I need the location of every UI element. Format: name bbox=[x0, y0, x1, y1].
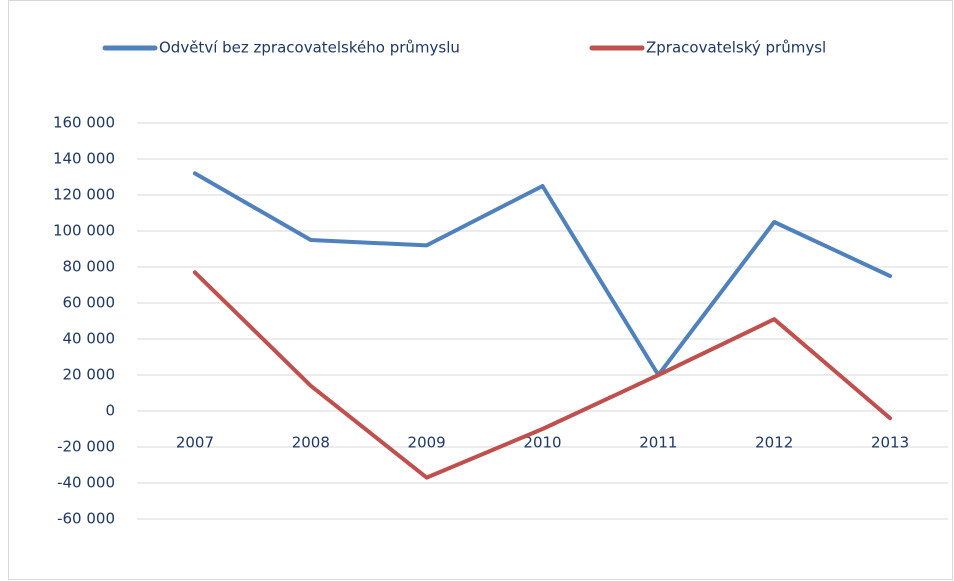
x-tick-label: 2007 bbox=[176, 434, 214, 452]
y-tick-label: 0 bbox=[105, 402, 115, 420]
series-line bbox=[192, 171, 893, 377]
legend-label: Zpracovatelský průmysl bbox=[646, 39, 826, 57]
x-tick-label: 2012 bbox=[755, 434, 793, 452]
y-tick-label: 40 000 bbox=[63, 330, 116, 348]
x-tick-label: 2011 bbox=[639, 434, 677, 452]
y-tick-label: 120 000 bbox=[53, 186, 115, 204]
x-tick-label: 2010 bbox=[523, 434, 561, 452]
y-tick-label: -20 000 bbox=[57, 438, 115, 456]
y-tick-label: -40 000 bbox=[57, 474, 115, 492]
y-tick-label: 160 000 bbox=[53, 114, 115, 132]
x-tick-label: 2013 bbox=[871, 434, 909, 452]
y-tick-label: 140 000 bbox=[53, 150, 115, 168]
y-tick-label: 20 000 bbox=[63, 366, 116, 384]
series-line bbox=[192, 270, 893, 480]
x-tick-label: 2009 bbox=[408, 434, 446, 452]
y-tick-label: -60 000 bbox=[57, 510, 115, 528]
y-tick-label: 60 000 bbox=[63, 294, 116, 312]
legend-label: Odvětví bez zpracovatelského průmyslu bbox=[159, 39, 460, 57]
y-tick-label: 80 000 bbox=[63, 258, 116, 276]
x-tick-label: 2008 bbox=[292, 434, 330, 452]
chart-border bbox=[8, 0, 953, 580]
y-tick-label: 100 000 bbox=[53, 222, 115, 240]
